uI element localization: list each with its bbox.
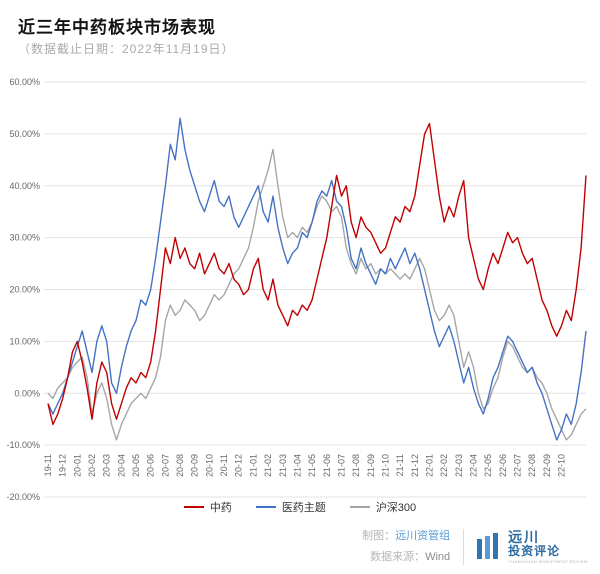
y-axis-tick-label: 30.00%: [9, 233, 40, 243]
source-line: 数据来源：Wind: [362, 547, 450, 567]
x-axis-tick-label: 22-08: [527, 454, 537, 477]
series-line-沪深300: [47, 148, 587, 441]
legend-item-zhongyao: 中药: [183, 499, 232, 515]
yuanchuan-bars-icon: [477, 532, 499, 559]
x-axis-tick-label: 20-08: [175, 454, 185, 477]
x-axis-tick-label: 22-02: [439, 454, 449, 477]
x-axis-tick-label: 19-11: [43, 454, 53, 476]
performance-line-chart: 60.00% 50.00% 40.00% 30.00% 20.00% 10.00% 0.00…: [6, 77, 587, 502]
y-axis-tick-label: 20.00%: [9, 285, 40, 295]
y-axis-tick-label: 60.00%: [9, 77, 40, 87]
data-source-value: Wind: [425, 550, 451, 563]
legend-swatch-blue: [255, 506, 276, 508]
legend-label: 中药: [209, 502, 232, 514]
legend-item-hushen300: 沪深300: [349, 499, 417, 515]
x-axis-tick-label: 21-08: [351, 454, 361, 477]
x-axis-tick-label: 21-06: [322, 454, 332, 477]
x-axis-tick-label: 21-10: [380, 454, 390, 477]
x-axis-tick-label: 22-06: [498, 454, 508, 477]
logo-line1: 远川: [508, 528, 541, 545]
x-axis-tick-label: 20-03: [102, 454, 112, 477]
x-axis-tick-label: 21-02: [263, 454, 273, 477]
data-source-label: 数据来源：: [370, 550, 426, 563]
x-axis-tick-label: 19-12: [58, 454, 68, 477]
x-axis-tick-label: 22-07: [513, 454, 523, 477]
x-axis-tick-label: 21-07: [336, 454, 346, 477]
credit-line: 制图：远川资管组: [362, 526, 450, 546]
x-axis-tick-label: 21-09: [366, 454, 376, 477]
logo-line2: 投资评论: [508, 544, 561, 558]
legend-swatch-gray: [349, 506, 370, 508]
credits-block: 制图：远川资管组 数据来源：Wind: [362, 526, 450, 567]
x-axis-tick-label: 22-01: [424, 454, 434, 477]
chart-legend: 中药 医药主题 沪深300: [0, 499, 600, 515]
y-axis-tick-label: 0.00%: [14, 388, 40, 398]
y-axis-tick-label: 50.00%: [9, 129, 40, 139]
series-line-中药: [47, 122, 587, 426]
credit-label: 制图：: [362, 530, 396, 543]
legend-swatch-red: [183, 506, 204, 508]
yuanchuan-logo: 远川 投资评论 YUANCHUAN INVESTMENT REVIEW: [477, 529, 588, 564]
y-axis-tick-label: -20.00%: [6, 492, 40, 502]
footer-divider: [463, 528, 465, 565]
chart-subtitle: （数据截止日期：2022年11月19日）: [18, 42, 235, 56]
x-axis-tick-label: 21-12: [410, 454, 420, 477]
x-axis-tick-label: 20-11: [219, 454, 229, 476]
x-axis-tick-label: 20-02: [87, 454, 97, 477]
x-axis-tick-label: 22-09: [542, 454, 552, 477]
x-axis-tick-label: 21-01: [248, 454, 258, 477]
credit-value: 远川资管组: [395, 530, 451, 543]
series-line-医药主题: [47, 117, 587, 441]
y-axis-tick-label: 10.00%: [9, 336, 40, 346]
x-axis-tick-label: 22-03: [454, 454, 464, 477]
y-axis-tick-label: -10.00%: [6, 440, 40, 450]
x-axis-tick-label: 21-03: [278, 454, 288, 477]
x-axis-tick-label: 21-04: [292, 454, 302, 477]
footer: 制图：远川资管组 数据来源：Wind 远川 投资评论 YUANCHUAN INV…: [362, 526, 588, 567]
x-axis-tick-label: 21-11: [395, 454, 405, 476]
x-axis-tick-label: 20-01: [72, 454, 82, 477]
legend-item-yiyao-zhuti: 医药主题: [255, 499, 326, 515]
y-axis-tick-label: 40.00%: [9, 181, 40, 191]
x-axis-tick-label: 22-10: [557, 454, 567, 477]
logo-caption: YUANCHUAN INVESTMENT REVIEW: [508, 558, 588, 564]
x-axis-tick-label: 20-12: [234, 454, 244, 477]
chart-title: 近三年中药板块市场表现: [18, 18, 216, 37]
x-axis-tick-label: 22-05: [483, 454, 493, 477]
x-axis-tick-label: 22-04: [469, 454, 479, 477]
x-axis-tick-label: 21-05: [307, 454, 317, 477]
x-axis-tick-label: 20-04: [116, 454, 126, 477]
legend-label: 沪深300: [375, 502, 417, 514]
x-axis-tick-label: 20-09: [190, 454, 200, 477]
x-axis-tick-label: 20-05: [131, 454, 141, 477]
yuanchuan-logo-text: 远川 投资评论 YUANCHUAN INVESTMENT REVIEW: [508, 529, 588, 564]
x-axis-tick-label: 20-10: [204, 454, 214, 477]
x-axis-tick-label: 20-07: [160, 454, 170, 477]
legend-label: 医药主题: [281, 502, 326, 514]
x-axis-tick-label: 20-06: [146, 454, 156, 477]
